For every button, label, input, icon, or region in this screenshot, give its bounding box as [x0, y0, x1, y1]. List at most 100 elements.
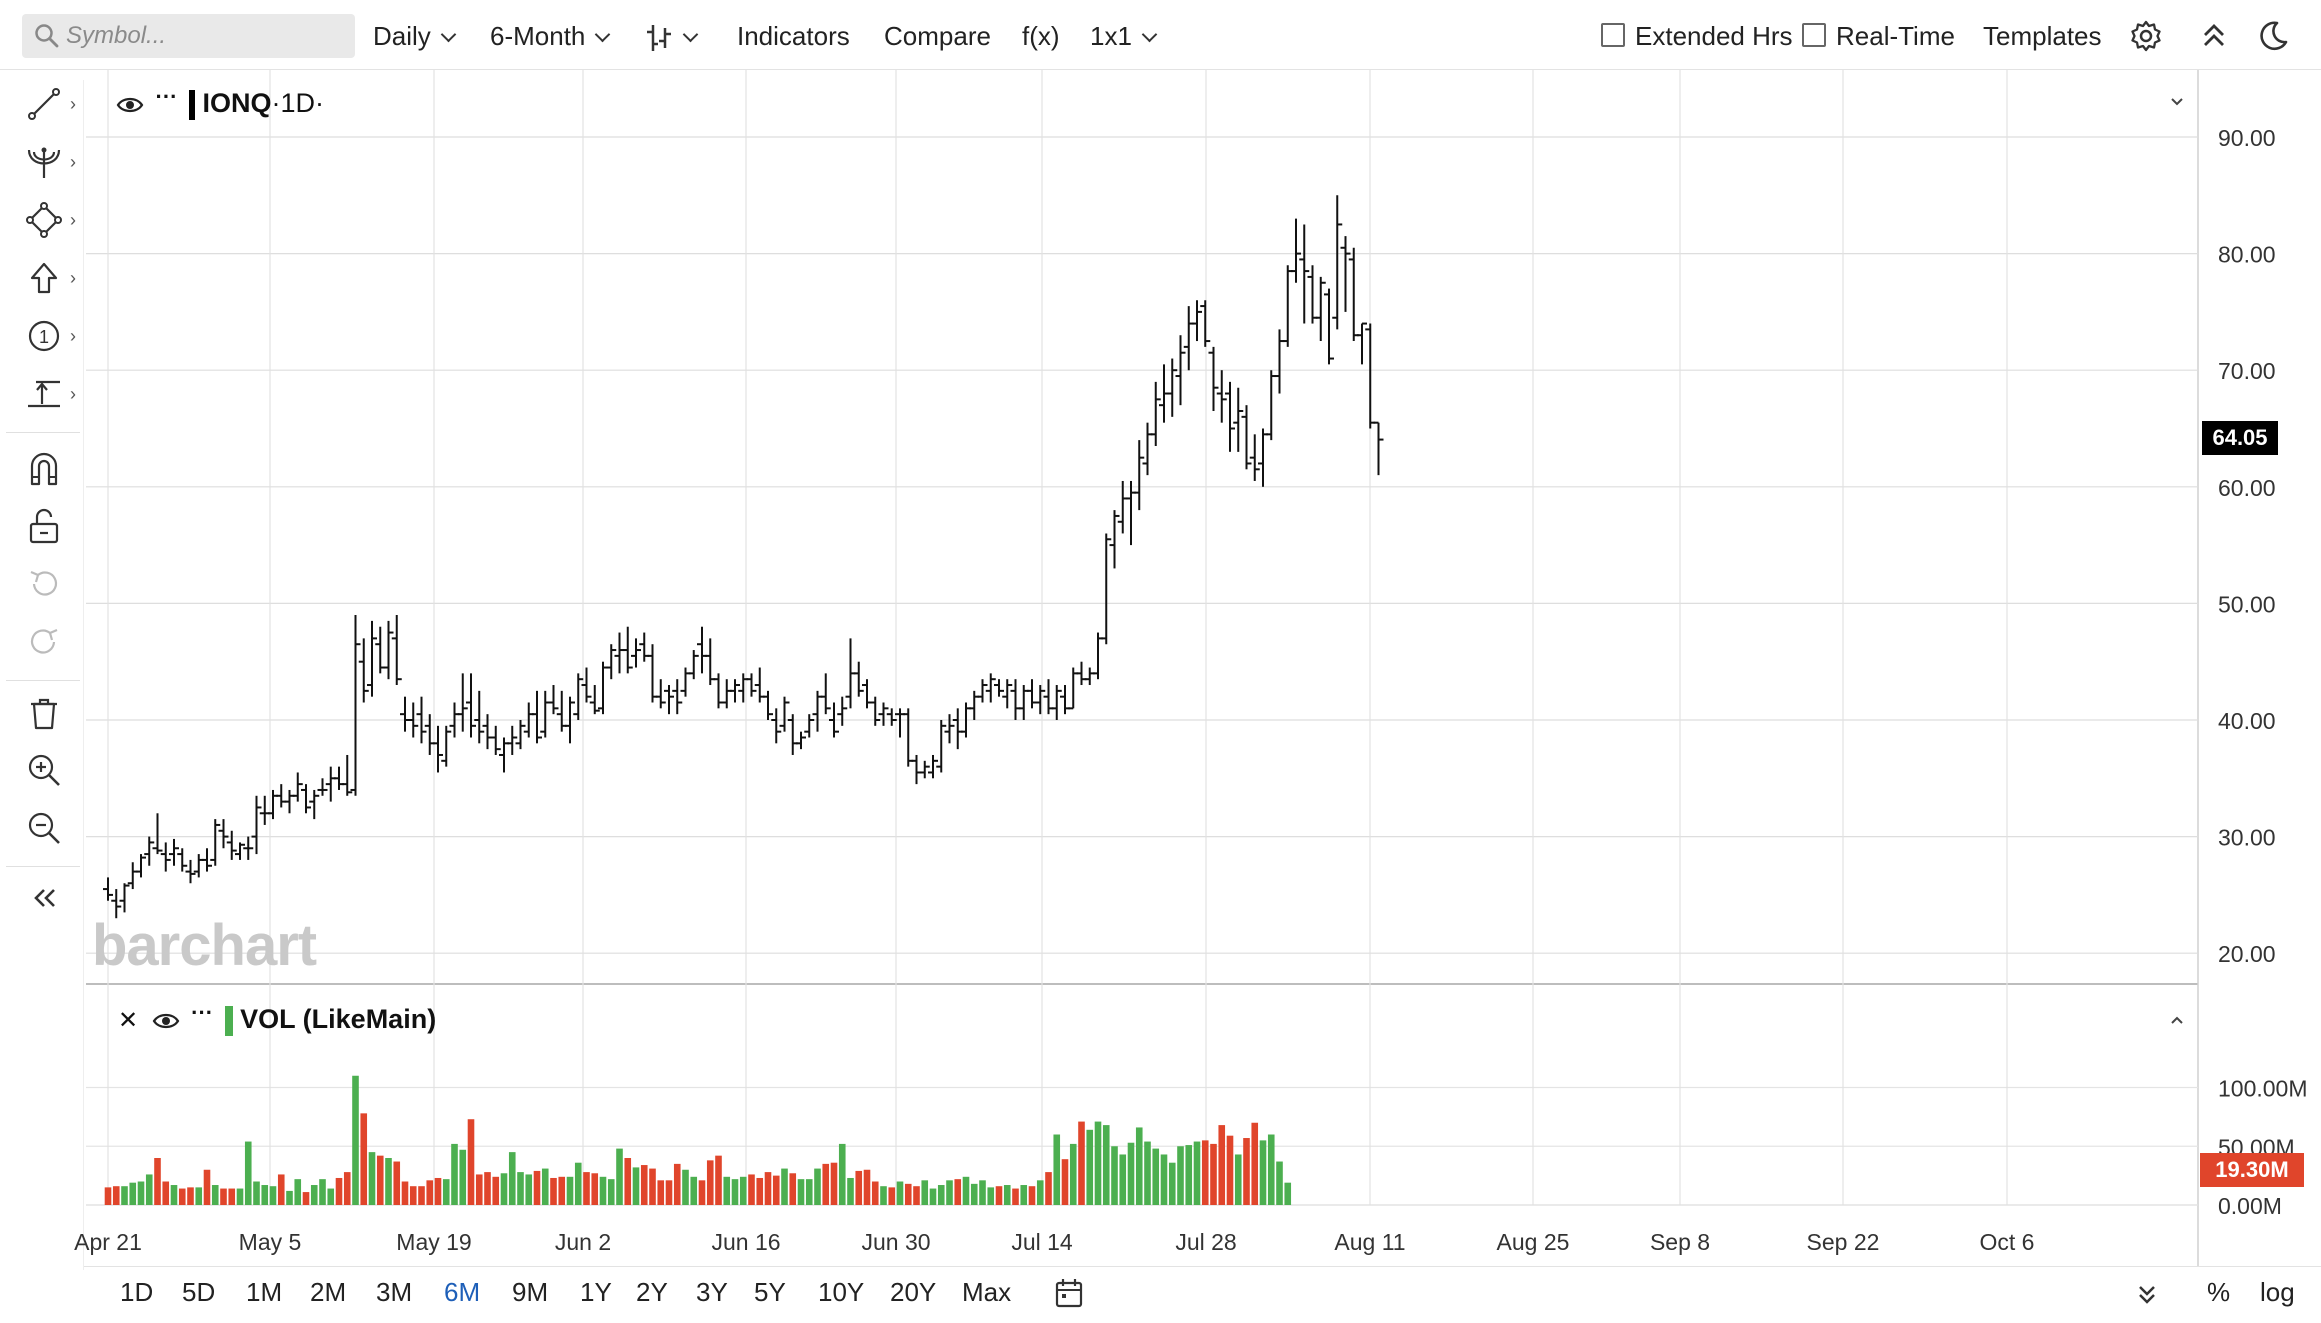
- range-button-max[interactable]: Max: [962, 1277, 1012, 1307]
- chart-type-dropdown[interactable]: [645, 16, 699, 56]
- range-button-2y[interactable]: 2Y: [636, 1277, 668, 1307]
- ohlc-bar: [1249, 434, 1260, 481]
- fx-button[interactable]: f(x): [1022, 21, 1060, 51]
- volume-bar: [1218, 1125, 1226, 1205]
- range-button-20y[interactable]: 20Y: [890, 1277, 937, 1307]
- eye-visibility-icon[interactable]: [152, 1011, 180, 1031]
- ohlc-bar: [243, 836, 254, 860]
- ohlc-bar: [1348, 247, 1359, 342]
- range-button-10y[interactable]: 10Y: [818, 1277, 865, 1307]
- volume-bar: [1267, 1134, 1275, 1205]
- volume-bar: [335, 1177, 343, 1205]
- annotation-tool[interactable]: 1: [24, 316, 64, 356]
- undo-button[interactable]: [24, 564, 64, 604]
- ohlc-bar: [367, 620, 377, 697]
- calendar-icon[interactable]: [1054, 1277, 1084, 1309]
- volume-bar: [541, 1168, 549, 1205]
- real-time-label[interactable]: Real-Time: [1836, 21, 1955, 51]
- date-tick-label: Oct 6: [1980, 1229, 2035, 1255]
- indicators-button[interactable]: Indicators: [737, 21, 850, 51]
- magnet-tool[interactable]: [24, 448, 64, 488]
- templates-button[interactable]: Templates: [1983, 21, 2102, 51]
- layout-dropdown[interactable]: 1x1: [1090, 16, 1158, 56]
- chart-grid: [86, 70, 2199, 1266]
- more-options-icon[interactable]: ···: [155, 84, 178, 109]
- ohlc-bar: [862, 679, 872, 709]
- eye-visibility-icon[interactable]: [116, 95, 144, 115]
- trend-line-tool[interactable]: [24, 84, 64, 124]
- barchart-watermark: barchart: [92, 913, 317, 978]
- dark-mode-moon-icon[interactable]: [2255, 18, 2291, 54]
- volume-bar: [277, 1174, 285, 1205]
- chevron-right-icon[interactable]: ›: [70, 94, 76, 114]
- chevron-right-icon[interactable]: ›: [70, 152, 76, 172]
- volume-bar: [220, 1188, 227, 1205]
- interval-dropdown[interactable]: Daily: [373, 16, 457, 56]
- expand-pane-icon[interactable]: [2168, 1012, 2186, 1028]
- ohlc-bar: [664, 685, 674, 715]
- range-dropdown[interactable]: 6-Month: [490, 16, 611, 56]
- extended-hrs-label[interactable]: Extended Hrs: [1635, 21, 1793, 51]
- volume-bar: [970, 1183, 978, 1205]
- ohlc-bar: [226, 830, 237, 860]
- volume-bar: [814, 1168, 821, 1205]
- extended-hrs-checkbox[interactable]: [1601, 23, 1625, 47]
- ohlc-bar: [292, 772, 303, 802]
- zoom-in-icon: [28, 754, 60, 786]
- range-button-9m[interactable]: 9M: [512, 1277, 549, 1307]
- range-button-5d[interactable]: 5D: [182, 1277, 216, 1307]
- measure-tool[interactable]: [24, 374, 64, 414]
- range-button-1y[interactable]: 1Y: [580, 1277, 612, 1307]
- settings-gear-icon[interactable]: [2128, 18, 2164, 54]
- volume-bar: [1185, 1145, 1193, 1205]
- volume-bar: [1210, 1143, 1217, 1205]
- ohlc-bar: [1126, 480, 1136, 546]
- range-button-3y[interactable]: 3Y: [696, 1277, 728, 1307]
- close-icon[interactable]: ✕: [118, 1007, 139, 1034]
- ohlc-bar: [259, 795, 270, 825]
- collapse-toolbar-button[interactable]: [24, 878, 64, 918]
- volume-bar: [269, 1186, 277, 1205]
- range-button-1m[interactable]: 1M: [246, 1277, 283, 1307]
- zoom-out-button[interactable]: [24, 808, 64, 848]
- log-scale-button[interactable]: log: [2260, 1277, 2295, 1307]
- volume-bar: [426, 1180, 434, 1205]
- toolbar-divider: [6, 866, 80, 867]
- chevron-right-icon[interactable]: ›: [70, 210, 76, 230]
- chevron-right-icon[interactable]: ›: [70, 384, 76, 404]
- ohlc-bar: [251, 795, 262, 855]
- percent-scale-button[interactable]: %: [2207, 1277, 2231, 1307]
- double-chevron-down-icon[interactable]: [2134, 1281, 2160, 1307]
- arrow-tool[interactable]: [24, 258, 64, 298]
- ohlc-bar: [1142, 422, 1153, 476]
- chevron-right-icon[interactable]: ›: [70, 268, 76, 288]
- chevron-right-icon[interactable]: ›: [70, 326, 76, 346]
- series-color-bar: [224, 1005, 233, 1036]
- symbol-search-input[interactable]: [66, 20, 346, 52]
- volume-bar: [789, 1173, 797, 1205]
- collapse-up-icon[interactable]: [2196, 18, 2232, 54]
- pitchfork-tool[interactable]: [24, 142, 64, 182]
- ohlc-bar: [1109, 510, 1120, 569]
- symbol-search-box[interactable]: [22, 14, 355, 58]
- lock-drawings-tool[interactable]: [24, 506, 64, 546]
- shapes-tool[interactable]: [24, 200, 64, 240]
- range-button-1d[interactable]: 1D: [120, 1277, 154, 1307]
- real-time-checkbox[interactable]: [1802, 23, 1826, 47]
- volume-bar: [913, 1186, 920, 1205]
- redo-button[interactable]: [24, 622, 64, 662]
- range-button-6m[interactable]: 6M: [444, 1277, 481, 1307]
- compare-button[interactable]: Compare: [884, 21, 991, 51]
- delete-drawings-button[interactable]: [24, 692, 64, 732]
- volume-tick-label: 100.00M: [2218, 1076, 2308, 1102]
- range-button-2m[interactable]: 2M: [310, 1277, 347, 1307]
- zoom-in-button[interactable]: [24, 750, 64, 790]
- more-options-icon[interactable]: ···: [191, 1000, 214, 1025]
- ohlc-bar: [1060, 685, 1070, 715]
- layout-label: 1x1: [1090, 21, 1132, 51]
- ohlc-bar: [1002, 679, 1013, 709]
- range-button-5y[interactable]: 5Y: [754, 1277, 786, 1307]
- collapse-pane-icon[interactable]: [2168, 94, 2186, 110]
- range-button-3m[interactable]: 3M: [376, 1277, 413, 1307]
